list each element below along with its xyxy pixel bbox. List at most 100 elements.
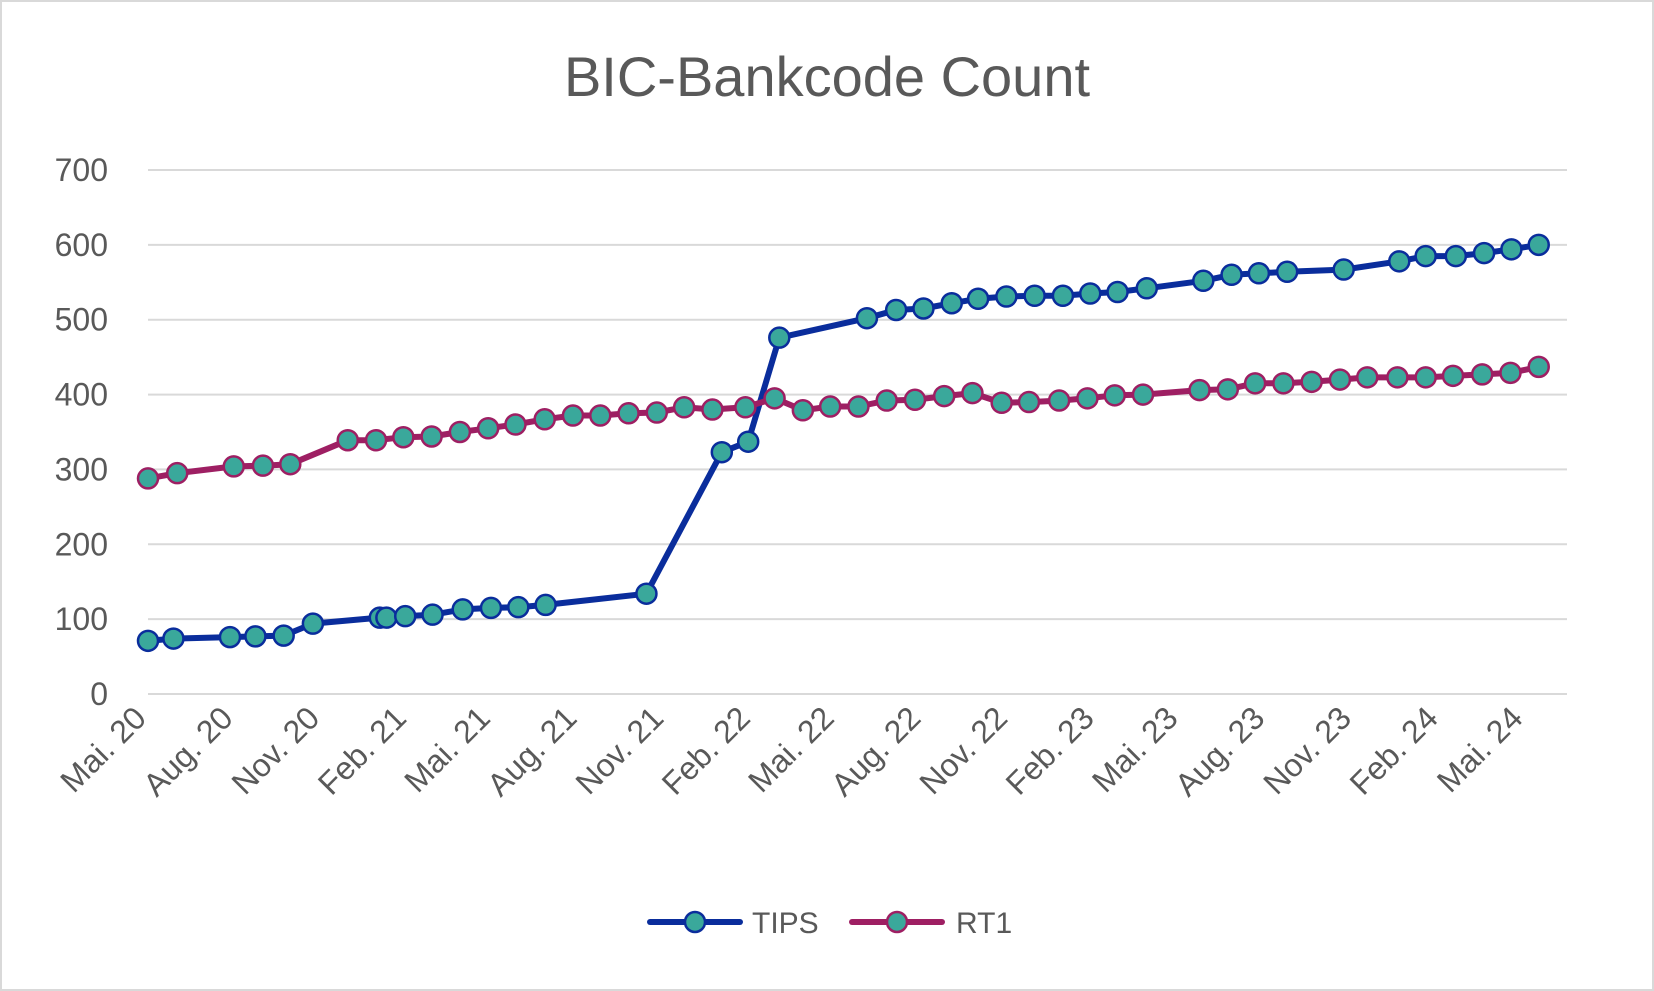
- data-point: [451, 598, 474, 621]
- data-point: [645, 401, 669, 424]
- data-point: [1470, 363, 1494, 386]
- x-tick-label: Feb. 21: [311, 699, 413, 801]
- x-tick-label: Mai. 24: [1430, 699, 1530, 799]
- x-tick-label: Mai. 20: [53, 699, 153, 799]
- legend-label: RT1: [956, 907, 1012, 940]
- y-tick-label: 100: [55, 601, 108, 637]
- x-tick-label: Mai. 22: [741, 699, 841, 799]
- data-point: [940, 291, 963, 315]
- legend: TIPS RT1: [647, 907, 1012, 940]
- data-point: [507, 595, 530, 619]
- data-point: [375, 606, 398, 629]
- data-point: [336, 428, 360, 452]
- data-point: [1247, 262, 1271, 285]
- data-point: [272, 624, 295, 647]
- data-point: [990, 391, 1013, 415]
- data-point: [392, 425, 415, 449]
- data-point: [1131, 383, 1155, 406]
- data-point: [136, 467, 160, 490]
- data-point: [1328, 368, 1352, 391]
- data-point: [672, 396, 696, 419]
- data-point: [701, 398, 724, 421]
- series-tips: [136, 233, 1550, 653]
- data-point: [1386, 366, 1409, 389]
- data-point: [364, 428, 388, 452]
- data-point: [1106, 280, 1129, 304]
- data-point: [279, 452, 302, 476]
- data-point: [791, 399, 815, 422]
- data-point: [768, 326, 791, 349]
- series-rt1: [136, 355, 1550, 490]
- y-tick-label: 0: [90, 676, 108, 712]
- data-point: [136, 629, 160, 653]
- x-tick-label: Aug. 20: [136, 699, 239, 802]
- data-point: [1300, 370, 1323, 394]
- data-point: [393, 604, 417, 628]
- series-layer: [136, 233, 1550, 653]
- data-point: [301, 612, 325, 635]
- data-point: [218, 625, 242, 649]
- data-point: [1388, 250, 1411, 273]
- legend-item-rt1: RT1: [849, 907, 1012, 940]
- data-point: [222, 455, 245, 478]
- data-point: [1188, 378, 1211, 402]
- data-point: [1441, 364, 1465, 388]
- data-point: [533, 408, 556, 431]
- data-point: [875, 389, 898, 412]
- data-point: [1332, 258, 1355, 281]
- data-point: [534, 593, 557, 617]
- data-point: [763, 387, 786, 410]
- y-tick-label: 500: [55, 302, 108, 338]
- data-point: [504, 413, 527, 436]
- data-point: [617, 402, 640, 425]
- data-point: [479, 596, 503, 620]
- data-point: [162, 627, 185, 650]
- data-point: [736, 430, 760, 453]
- data-point: [1103, 384, 1126, 407]
- chart-title: BIC-Bankcode Count: [564, 45, 1091, 108]
- data-point: [1527, 233, 1550, 257]
- y-tick-label: 200: [55, 526, 108, 562]
- data-point: [912, 297, 935, 320]
- data-point: [1076, 387, 1099, 410]
- data-point: [1078, 282, 1102, 305]
- data-point: [847, 395, 870, 418]
- x-tick-label: Aug. 21: [480, 699, 583, 802]
- data-point: [1355, 366, 1379, 389]
- data-point: [932, 384, 956, 408]
- data-point: [1414, 244, 1437, 268]
- data-point: [1527, 355, 1550, 379]
- x-tick-label: Nov. 23: [1256, 699, 1358, 801]
- data-point: [1500, 238, 1523, 261]
- data-point: [1135, 277, 1159, 300]
- y-tick-label: 600: [55, 227, 108, 263]
- data-point: [589, 404, 612, 427]
- data-point: [884, 298, 908, 322]
- data-point: [635, 582, 658, 605]
- data-point: [1275, 260, 1299, 284]
- gridlines: [148, 169, 1567, 695]
- data-point: [420, 425, 443, 448]
- data-point: [244, 625, 267, 648]
- data-point: [855, 306, 879, 330]
- data-point: [903, 388, 927, 412]
- legend-item-tips: TIPS: [647, 907, 819, 940]
- data-point: [1243, 372, 1267, 395]
- legend-marker: [885, 910, 909, 934]
- data-point: [421, 603, 444, 626]
- data-point: [1047, 389, 1071, 412]
- legend-label: TIPS: [752, 907, 819, 940]
- data-point: [561, 404, 585, 427]
- x-tick-label: Nov. 20: [225, 699, 327, 801]
- data-point: [1499, 361, 1522, 385]
- data-point: [1216, 378, 1240, 401]
- data-point: [966, 287, 990, 311]
- x-tick-label: Mai. 21: [397, 699, 497, 799]
- x-tick-label: Nov. 22: [912, 699, 1014, 801]
- data-point: [448, 420, 472, 444]
- y-axis-labels: 0 100 200 300 400 500 600 700: [55, 152, 108, 712]
- y-tick-label: 300: [55, 451, 108, 487]
- data-point: [1192, 269, 1215, 293]
